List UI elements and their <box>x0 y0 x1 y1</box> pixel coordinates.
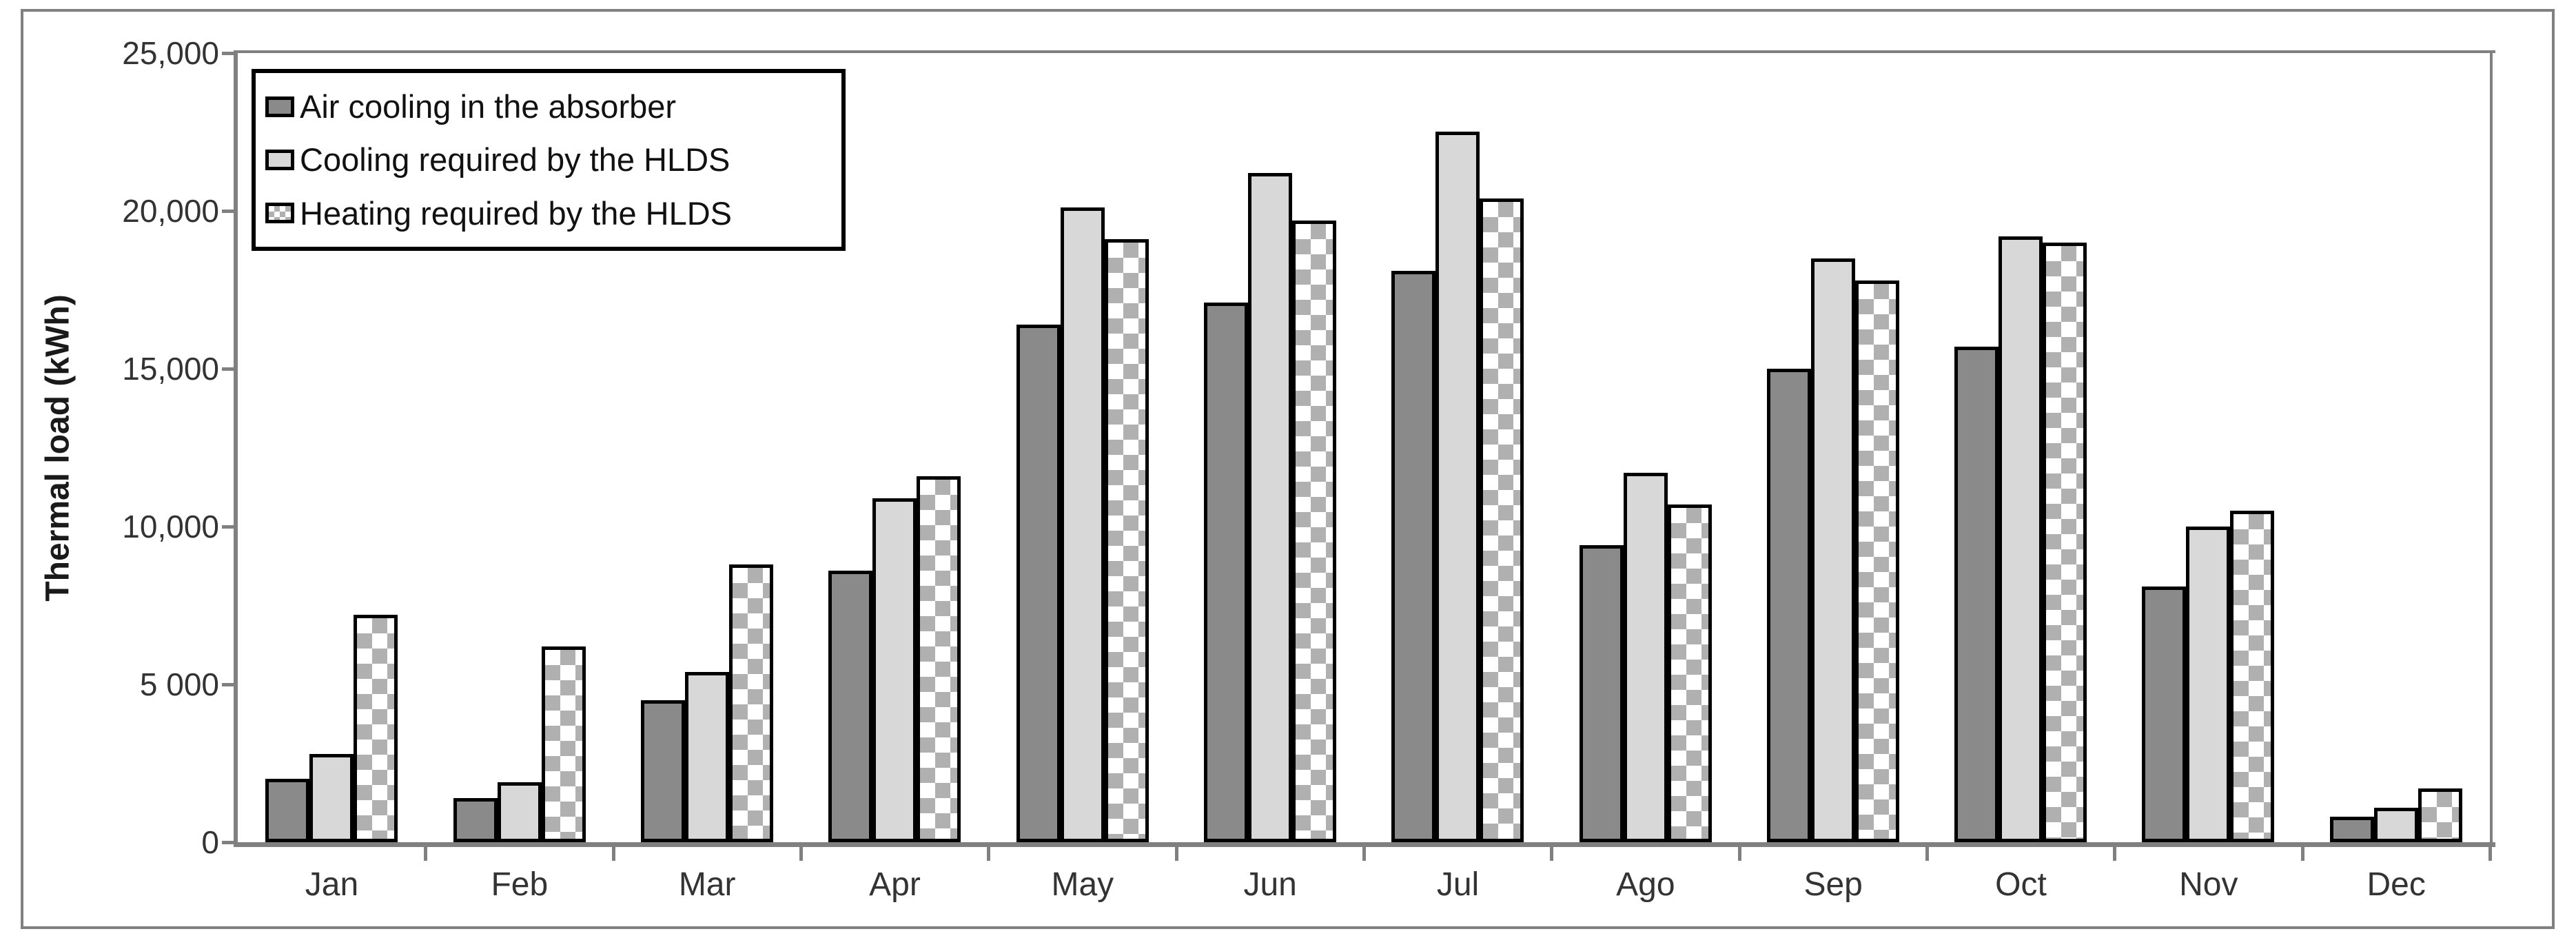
bar-jan-series-0 <box>265 779 309 842</box>
x-axis-line <box>234 842 2495 847</box>
legend-label: Heating required by the HLDS <box>300 194 733 232</box>
bar-nov-series-0 <box>2142 587 2186 842</box>
legend-swatch-checkered <box>265 203 294 224</box>
x-tick-label-oct: Oct <box>1995 866 2047 903</box>
bar-jul-series-1 <box>1435 132 1480 842</box>
plot-border-top <box>234 50 2495 53</box>
bar-nov-series-2 <box>2230 511 2274 842</box>
x-tick-mark <box>1174 847 1178 861</box>
x-tick-mark <box>2300 847 2304 861</box>
y-tick-mark <box>222 210 234 213</box>
bar-feb-series-0 <box>453 798 498 842</box>
x-tick-mark <box>1362 847 1366 861</box>
x-tick-mark <box>611 847 615 861</box>
x-tick-mark <box>2113 847 2117 861</box>
y-tick-label: 5 000 <box>139 666 219 702</box>
bar-ago-series-1 <box>1624 473 1668 842</box>
bar-sep-series-1 <box>1811 258 1855 842</box>
bar-apr-series-1 <box>872 498 917 842</box>
x-tick-mark <box>799 847 803 861</box>
legend-item-heating-required: Heating required by the HLDS <box>265 197 832 230</box>
bar-apr-series-2 <box>917 476 961 842</box>
y-tick-mark <box>222 367 234 371</box>
x-tick-label-jan: Jan <box>305 866 359 903</box>
y-axis-line <box>234 50 238 847</box>
legend-label: Air cooling in the absorber <box>300 88 677 125</box>
x-tick-label-ago: Ago <box>1616 866 1675 903</box>
bar-jul-series-0 <box>1391 271 1435 842</box>
bar-jun-series-2 <box>1292 221 1336 842</box>
bar-jan-series-2 <box>354 615 398 842</box>
bar-mar-series-1 <box>685 672 729 842</box>
x-tick-label-may: May <box>1051 866 1114 903</box>
bar-oct-series-1 <box>1999 236 2043 842</box>
x-tick-label-apr: Apr <box>869 866 921 903</box>
legend-swatch-light-gray <box>265 149 294 170</box>
bar-jul-series-2 <box>1480 198 1524 842</box>
legend-swatch-dark-gray <box>265 96 294 117</box>
bar-nov-series-1 <box>2186 527 2230 842</box>
y-axis-title: Thermal load (kWh) <box>39 294 76 602</box>
x-tick-label-dec: Dec <box>2367 866 2426 903</box>
bar-ago-series-0 <box>1580 545 1624 842</box>
bar-sep-series-2 <box>1855 281 1899 842</box>
x-tick-mark <box>1925 847 1929 861</box>
bar-dec-series-1 <box>2374 808 2418 842</box>
y-tick-label: 25,000 <box>122 35 219 71</box>
bar-jan-series-1 <box>309 754 354 842</box>
x-tick-mark <box>987 847 991 861</box>
y-tick-label: 10,000 <box>122 509 219 544</box>
bar-jun-series-0 <box>1204 303 1248 842</box>
bar-jun-series-1 <box>1248 173 1292 842</box>
y-tick-label: 0 <box>201 824 219 860</box>
bar-may-series-2 <box>1105 239 1149 842</box>
bar-dec-series-2 <box>2418 788 2462 842</box>
x-tick-mark <box>2488 847 2492 861</box>
y-tick-label: 20,000 <box>122 193 219 229</box>
x-tick-mark <box>1737 847 1741 861</box>
bar-ago-series-2 <box>1668 504 1712 842</box>
y-tick-mark <box>222 52 234 55</box>
x-tick-label-sep: Sep <box>1803 866 1863 903</box>
y-tick-mark <box>222 525 234 529</box>
legend: Air cooling in the absorber Cooling requ… <box>252 69 846 251</box>
x-tick-mark <box>424 847 428 861</box>
legend-item-cooling-required: Cooling required by the HLDS <box>265 143 832 176</box>
bar-oct-series-2 <box>2043 243 2087 842</box>
x-tick-label-nov: Nov <box>2179 866 2238 903</box>
x-tick-label-mar: Mar <box>678 866 736 903</box>
bar-oct-series-0 <box>1954 347 1999 842</box>
bar-mar-series-2 <box>729 564 773 842</box>
bar-may-series-1 <box>1061 207 1105 842</box>
x-tick-label-feb: Feb <box>491 866 549 903</box>
bar-mar-series-0 <box>641 700 685 842</box>
x-tick-mark <box>1550 847 1554 861</box>
y-tick-mark <box>222 683 234 686</box>
x-tick-label-jun: Jun <box>1243 866 1297 903</box>
y-tick-mark <box>222 841 234 844</box>
legend-item-air-cooling: Air cooling in the absorber <box>265 90 832 123</box>
x-tick-label-jul: Jul <box>1436 866 1480 903</box>
bar-apr-series-0 <box>828 571 872 842</box>
legend-label: Cooling required by the HLDS <box>300 141 730 179</box>
bar-feb-series-1 <box>498 782 542 842</box>
bar-dec-series-0 <box>2330 817 2374 842</box>
y-tick-label: 15,000 <box>122 351 219 387</box>
plot-border-right <box>2490 50 2493 847</box>
bar-sep-series-0 <box>1767 369 1811 842</box>
bar-feb-series-2 <box>542 646 586 842</box>
bar-may-series-0 <box>1016 325 1061 842</box>
